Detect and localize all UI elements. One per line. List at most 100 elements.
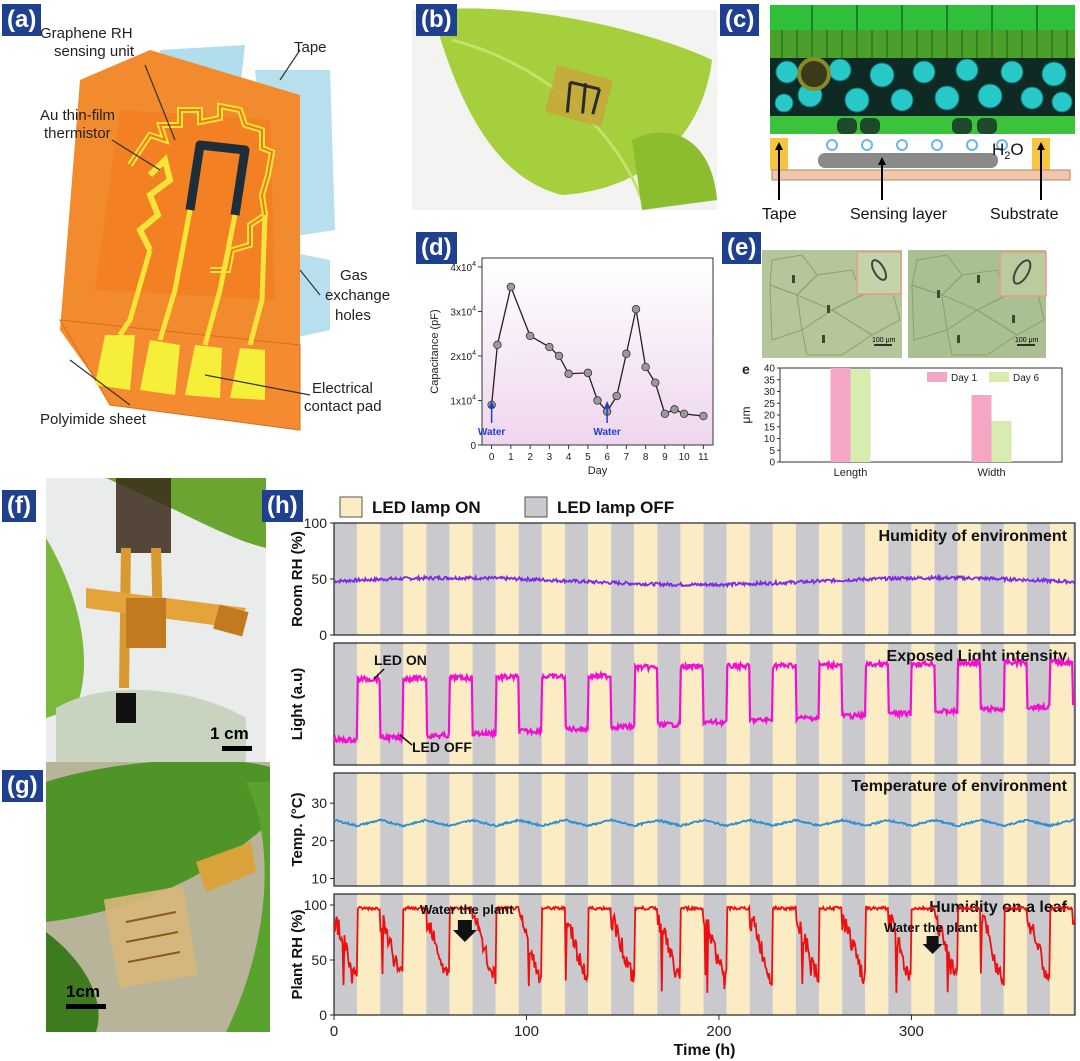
scale-bar-f: 1 cm [210, 724, 249, 743]
row-title-h: Humidity of environment [879, 528, 1068, 545]
label-au-2: thermistor [44, 125, 111, 142]
y-tick-h: 50 [311, 952, 327, 968]
y-tick-e: 25 [764, 399, 776, 410]
label-c-tape: Tape [762, 206, 797, 223]
capacitance-chart: 0 1 2 3 4 5 6 7 8 9 10 11 0 1x104 2x104 3x104 4x104 Water… [429, 257, 714, 477]
chart-e-letter: e [742, 361, 750, 377]
y-tick-h: 50 [311, 571, 327, 587]
leaf-photo [412, 8, 717, 210]
x-tick-h: 100 [514, 1023, 539, 1040]
x-tick-d: 9 [662, 452, 668, 463]
panel-label-e: (e) [722, 232, 762, 264]
y-tick-e: 35 [764, 375, 776, 386]
environment-monitoring-chart: LED lamp ON LED lamp OFF Humidity of envir… [289, 496, 1076, 1059]
water-annotation: Water [478, 427, 506, 438]
y-tick-d: 1x104 [450, 394, 476, 407]
label-graphene-1: Graphene RH [40, 25, 133, 42]
label-gas-2: exchange [325, 287, 390, 304]
data-point-d [641, 362, 650, 372]
data-point-d [660, 409, 670, 419]
label-graphene-2: sensing unit [54, 43, 135, 60]
label-contact-2: contact pad [304, 398, 382, 415]
y-tick-h: 100 [304, 515, 328, 531]
legend-swatch-e [927, 372, 947, 382]
x-tick-e: Length [834, 467, 868, 479]
legend-swatch-h [524, 496, 548, 518]
label-polyimide: Polyimide sheet [40, 411, 147, 428]
y-tick-d: 0 [470, 441, 476, 452]
series-line-h-1 [332, 655, 1076, 745]
y-tick-d: 3x104 [450, 305, 476, 318]
water-annotation: Water [593, 427, 621, 438]
y-tick-e: 10 [764, 434, 776, 445]
data-point-d [493, 340, 502, 350]
data-point-d [506, 282, 516, 292]
x-tick-d: 5 [585, 452, 591, 463]
label-tape: Tape [294, 39, 327, 56]
x-tick-e: Width [977, 467, 1005, 479]
y-tick-e: 5 [769, 446, 775, 457]
bar-day-1 [971, 395, 992, 462]
y-tick-e: 15 [764, 422, 776, 433]
series-line-h-2 [333, 817, 1076, 828]
x-tick-d: 10 [679, 452, 691, 463]
data-point-d [525, 331, 535, 341]
row-ylabel-h: Light (a.u) [289, 668, 306, 740]
data-point-d [564, 369, 573, 378]
sensor-under-leaf-photo: 1cm [46, 762, 270, 1032]
data-point-d [651, 378, 660, 387]
leaf-cross-section: H2O Tape Sensing layer Substrate [762, 5, 1075, 223]
y-tick-e: 30 [764, 387, 776, 398]
water-arrow-2 [922, 936, 943, 954]
scale-bar-2: 100 μm [1015, 337, 1039, 344]
y-tick-h: 20 [311, 833, 327, 849]
series-line-h-3 [333, 903, 1076, 993]
row-ylabel-h: Plant RH (%) [289, 909, 306, 999]
y-tick-e: 20 [764, 411, 776, 422]
label-contact-1: Electrical [312, 380, 373, 397]
legend-label-h: LED lamp ON [372, 498, 481, 517]
plot-area-d [481, 257, 714, 446]
y-tick-h: 30 [311, 795, 327, 811]
legend-label-e: Day 6 [1013, 373, 1040, 384]
label-au-1: Au thin-film [40, 107, 115, 124]
plot-area-h-3 [333, 893, 1076, 1016]
x-tick-d: 8 [643, 452, 649, 463]
scale-bar-1: 100 μm [872, 337, 896, 344]
y-tick-d: 4x104 [450, 261, 476, 274]
data-point-d [554, 351, 564, 361]
x-tick-d: 6 [604, 452, 610, 463]
x-tick-d: 0 [489, 452, 495, 463]
legend-swatch-h [339, 496, 363, 518]
y-tick-h: 10 [311, 870, 327, 886]
y-tick-e: 40 [764, 364, 776, 375]
h2o-label: H2O [992, 140, 1024, 162]
x-tick-d: 2 [527, 452, 533, 463]
x-tick-d: 1 [508, 452, 514, 463]
annotation-led-on: LED ON [374, 652, 427, 668]
data-point-d [593, 396, 602, 405]
annotation-water-2: Water the plant [884, 920, 978, 935]
x-tick-h: 0 [330, 1023, 338, 1040]
series-line-h-0 [333, 573, 1076, 589]
panel-label-h: (h) [262, 490, 303, 522]
x-tick-d: 7 [624, 452, 630, 463]
data-point-d [545, 342, 554, 352]
legend-label-h: LED lamp OFF [557, 498, 674, 517]
plot-area-e [779, 367, 1063, 463]
panel-label-g: (g) [2, 770, 43, 802]
y-axis-label-e: μm [739, 407, 753, 424]
label-gas-3: holes [335, 307, 371, 324]
x-tick-h: 300 [899, 1023, 924, 1040]
stomata-micrographs: 100 μm 100 μm [762, 250, 1047, 358]
legend-label-e: Day 1 [951, 373, 978, 384]
annotation-led-off: LED OFF [412, 739, 472, 755]
row-ylabel-h: Room RH (%) [289, 531, 306, 627]
panel-label-a: (a) [2, 4, 42, 36]
row-ylabel-h: Temp. (°C) [289, 792, 306, 866]
sensor-on-leaf-photo: 1 cm [46, 478, 266, 768]
y-tick-d: 2x104 [450, 350, 476, 363]
label-gas-1: Gas [340, 267, 368, 284]
panel-label-f: (f) [2, 490, 36, 522]
x-tick-d: 3 [547, 452, 553, 463]
